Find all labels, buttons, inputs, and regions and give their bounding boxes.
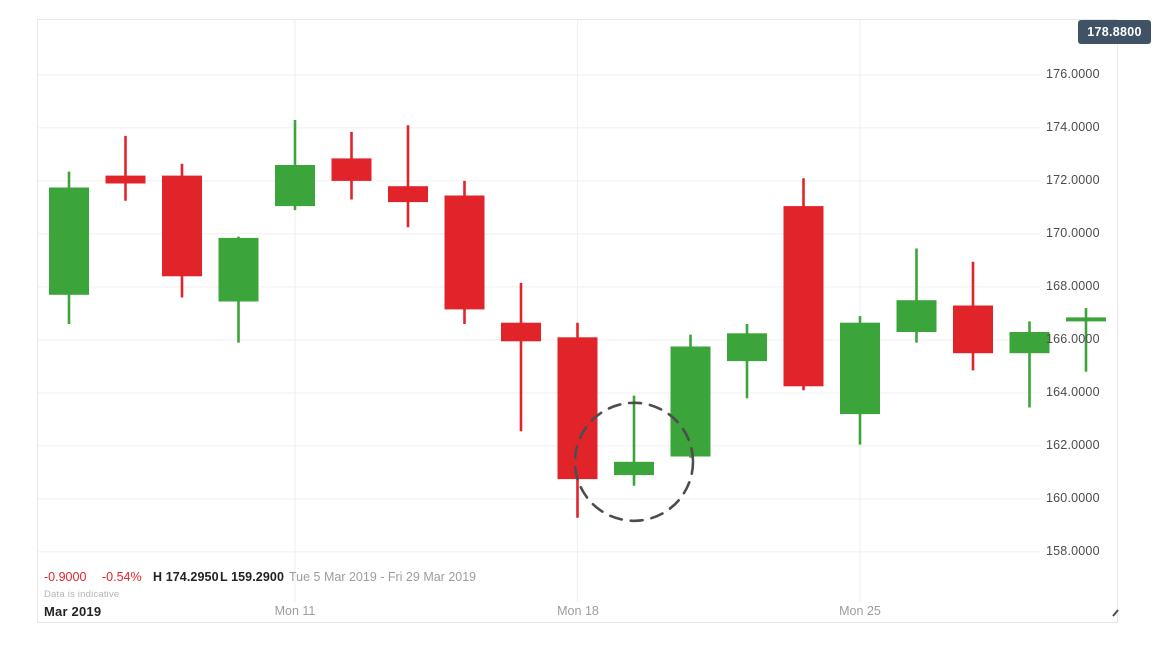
x-axis-tick-label: Mon 11 [274, 604, 316, 618]
x-axis-tick-label: Mon 18 [557, 604, 599, 618]
candle-down[interactable] [557, 322, 598, 518]
candle-body [896, 300, 937, 332]
candle-body [840, 322, 880, 415]
candle-up[interactable] [840, 316, 880, 445]
date-range: Tue 5 Mar 2019 - Fri 29 Mar 2019 [289, 570, 477, 584]
candle-down[interactable] [501, 282, 541, 432]
frame-corner-mark [1112, 609, 1119, 617]
candle-body [275, 165, 315, 207]
annotation-circle [573, 401, 695, 523]
candle-up[interactable] [275, 120, 315, 211]
y-axis-tick-label: 170.0000 [1046, 226, 1100, 240]
candle-down[interactable] [331, 131, 372, 200]
y-axis-tick-label: 160.0000 [1046, 491, 1100, 505]
current-price-value: 178.8800 [1087, 25, 1142, 39]
candle-body [783, 206, 824, 387]
candle-body [218, 237, 259, 302]
y-axis-tick-label: 158.0000 [1046, 544, 1100, 558]
candle-body [49, 187, 89, 295]
candle-body [1009, 332, 1050, 354]
period-low: L 159.2900 [220, 570, 285, 584]
candle-down[interactable] [162, 163, 202, 298]
candle-up[interactable] [614, 395, 654, 486]
y-axis-tick-label: 172.0000 [1046, 173, 1100, 187]
candle-up[interactable] [896, 248, 937, 343]
current-price-badge: 178.8800 [1078, 20, 1151, 44]
candle-down[interactable] [444, 180, 485, 324]
candle-body [162, 175, 202, 277]
candle-up[interactable] [1009, 321, 1050, 408]
candle-body [388, 186, 428, 203]
candle-body [331, 158, 372, 181]
candle-up[interactable] [727, 324, 767, 399]
y-axis-tick-label: 176.0000 [1046, 67, 1100, 81]
candle-down[interactable] [388, 125, 428, 228]
y-axis-tick-label: 168.0000 [1046, 279, 1100, 293]
candle-down[interactable] [953, 261, 993, 371]
candle-body [727, 333, 767, 362]
period-high: H 174.2950 [153, 570, 219, 584]
candle-body [614, 461, 654, 476]
candle-up[interactable] [218, 236, 259, 343]
candle-body [1066, 317, 1106, 322]
candle-down[interactable] [783, 178, 824, 391]
candle-body [557, 337, 598, 480]
change-percent: -0.54% [102, 570, 142, 584]
x-axis-tick-label: Mon 25 [839, 604, 881, 618]
candle-body [670, 346, 711, 457]
candle-up[interactable] [670, 334, 711, 458]
candle-body [501, 322, 541, 342]
candle-up[interactable] [49, 171, 89, 324]
change-value: -0.9000 [44, 570, 87, 584]
candle-body [953, 305, 993, 354]
candle-body [444, 195, 485, 310]
candle-down[interactable] [105, 135, 146, 201]
y-axis-tick-label: 162.0000 [1046, 438, 1100, 452]
y-axis-tick-label: 164.0000 [1046, 385, 1100, 399]
candle-body [105, 175, 146, 184]
data-indicative-notice: Data is indicative [44, 589, 120, 600]
y-axis-tick-label: 166.0000 [1046, 332, 1100, 346]
candle-up[interactable] [1066, 308, 1106, 372]
x-axis-month-label: Mar 2019 [44, 604, 102, 619]
y-axis-tick-label: 174.0000 [1046, 120, 1100, 134]
